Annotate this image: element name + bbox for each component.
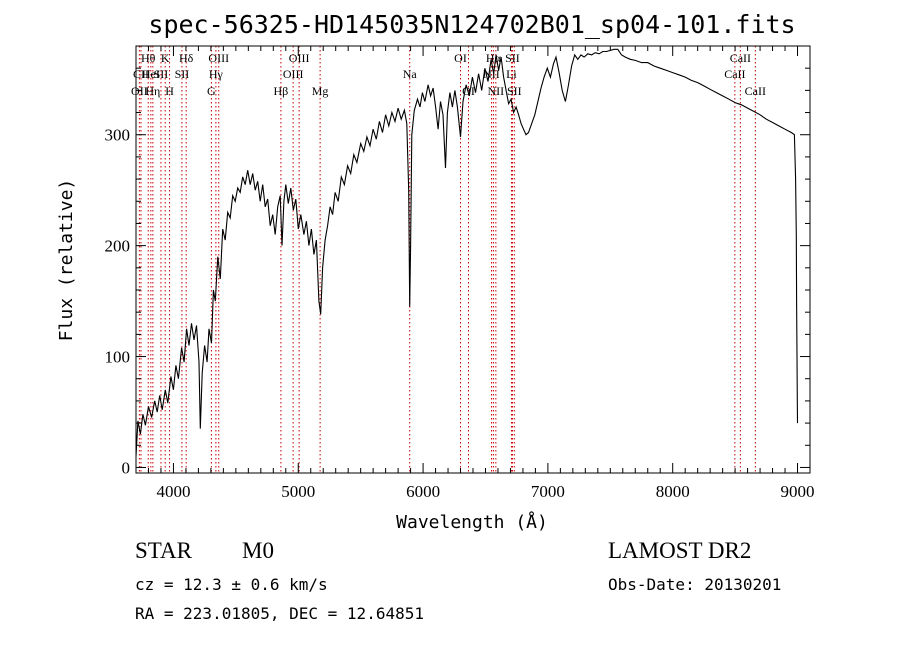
object-class: STAR bbox=[135, 538, 192, 563]
line-label: Hθ bbox=[141, 51, 156, 65]
y-axis-ticks: 0 100 200 300 bbox=[105, 67, 810, 477]
spectral-line-markers bbox=[138, 46, 756, 473]
redshift-readout: cz = 12.3 ± 0.6 km/s bbox=[135, 575, 328, 594]
y-tick-label: 100 bbox=[105, 348, 131, 367]
line-label: OII bbox=[131, 84, 148, 98]
line-label: K bbox=[161, 51, 170, 65]
line-label: Hβ bbox=[274, 84, 289, 98]
spectrum-series-line bbox=[135, 48, 799, 457]
y-tick-label: 200 bbox=[105, 237, 131, 256]
line-label: SII bbox=[175, 67, 190, 81]
line-label: Li bbox=[506, 67, 517, 81]
plot-frame bbox=[135, 45, 811, 474]
line-label: NII bbox=[488, 84, 505, 98]
line-label: SII bbox=[505, 51, 520, 65]
x-tick-label: 6000 bbox=[406, 482, 440, 501]
y-axis-label: Flux (relative) bbox=[56, 179, 77, 342]
line-label: CaII bbox=[745, 84, 766, 98]
x-tick-label: 5000 bbox=[281, 482, 315, 501]
x-tick-label: 9000 bbox=[781, 482, 815, 501]
line-label: Hα bbox=[486, 51, 502, 65]
line-label: SII bbox=[507, 84, 522, 98]
y-tick-label: 0 bbox=[122, 458, 131, 477]
x-axis-ticks: 4000 5000 6000 7000 8000 9000 bbox=[147, 46, 815, 501]
observation-date: Obs-Date: 20130201 bbox=[608, 575, 782, 594]
coordinates-readout: RA = 223.01805, DEC = 12.64851 bbox=[135, 604, 424, 623]
line-label: OI bbox=[454, 51, 467, 65]
line-label: SII bbox=[154, 67, 169, 81]
survey-name: LAMOST DR2 bbox=[608, 538, 752, 563]
line-label: CII bbox=[133, 67, 149, 81]
line-label: HeI bbox=[142, 67, 160, 81]
line-label: CaII bbox=[724, 67, 745, 81]
line-label: Hη bbox=[145, 84, 160, 98]
line-label: OIII bbox=[208, 51, 229, 65]
line-label: Na bbox=[403, 67, 418, 81]
line-label: H bbox=[165, 84, 174, 98]
x-axis-label: Wavelength (Å) bbox=[396, 511, 548, 533]
line-label: CaII bbox=[730, 51, 751, 65]
line-label: G bbox=[207, 84, 216, 98]
object-subclass: M0 bbox=[242, 538, 274, 563]
line-label: OIII bbox=[289, 51, 310, 65]
y-tick-label: 300 bbox=[105, 126, 131, 145]
line-label: Hδ bbox=[179, 51, 194, 65]
x-tick-label: 7000 bbox=[531, 482, 565, 501]
x-tick-label: 8000 bbox=[656, 482, 690, 501]
chart-title: spec-56325-HD145035N124702B01_sp04-101.f… bbox=[148, 10, 795, 39]
line-label: OIII bbox=[283, 67, 304, 81]
line-label: Hγ bbox=[209, 67, 224, 81]
line-label: Mg bbox=[312, 84, 329, 98]
x-tick-label: 4000 bbox=[156, 482, 190, 501]
